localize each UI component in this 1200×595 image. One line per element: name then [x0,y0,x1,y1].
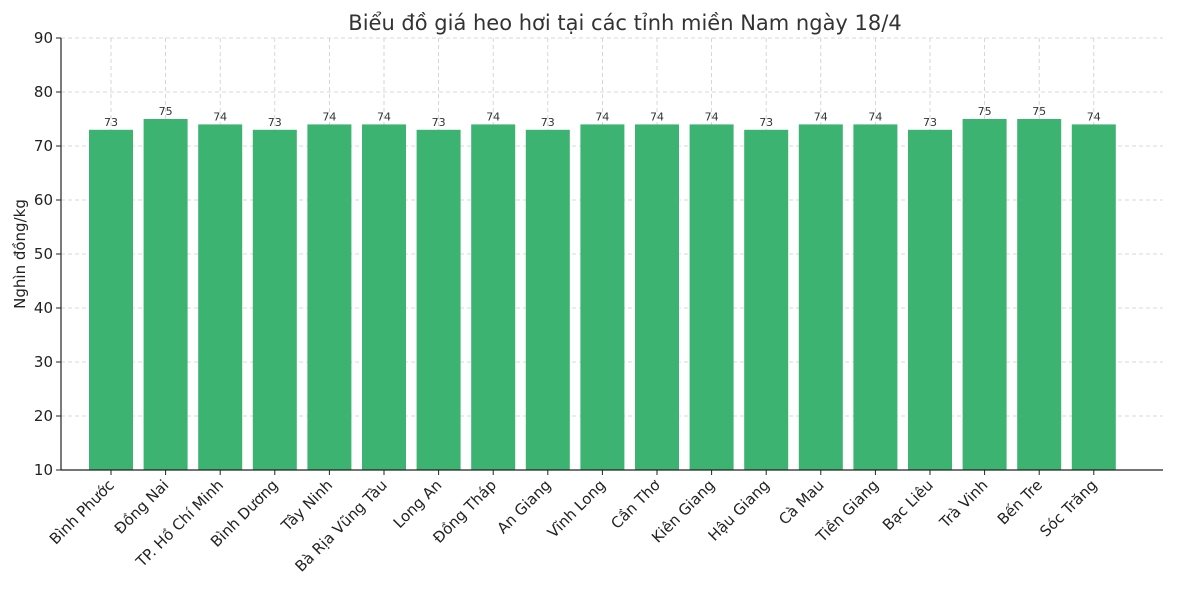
data-label: 74 [486,110,500,123]
data-label: 74 [322,110,336,123]
x-tick-label: Sóc Trăng [1036,476,1100,540]
bar [198,124,243,471]
data-label: 73 [541,116,555,129]
data-label: 75 [159,105,173,118]
data-label: 75 [978,105,992,118]
data-label: 74 [868,110,882,123]
bar [908,129,952,471]
bar [689,124,734,471]
x-tick-label: Bà Rịa Vũng Tàu [291,476,390,575]
data-label: 74 [213,110,227,123]
x-tick-label: Long An [390,476,446,532]
x-tick-label: Bình Phước [46,476,118,548]
data-label: 74 [377,110,391,123]
y-tick-label: 40 [34,299,53,317]
bar [744,129,789,471]
data-label: 73 [104,116,118,129]
bar [1017,119,1062,470]
bar [853,124,898,471]
bar [798,124,843,471]
data-label: 73 [432,116,446,129]
bars [89,119,1116,471]
x-tick-label: Bạc Liêu [879,476,937,534]
data-label: 73 [759,116,773,129]
y-tick-label: 30 [34,353,53,371]
y-tick-label: 80 [34,83,53,101]
y-tick-label: 60 [34,191,53,209]
y-tick-label: 70 [34,137,53,155]
bar [580,124,625,471]
bar [525,129,570,471]
bar [307,124,352,471]
data-label: 74 [650,110,664,123]
x-tick-label: Vĩnh Long [544,476,609,541]
data-label: 74 [595,110,609,123]
bar [471,124,516,471]
bar [962,119,1007,470]
y-axis-label: Nghìn đồng/kg [11,199,29,309]
x-tick-label: Cà Mau [775,476,827,528]
bar [416,129,461,471]
bar [362,124,406,471]
data-label: 74 [705,110,719,123]
y-ticks: 10 20 30 40 50 60 70 80 90 [34,29,61,479]
data-label: 74 [1087,110,1101,123]
data-label: 73 [268,116,282,129]
y-tick-label: 20 [34,407,53,425]
bar [143,119,188,470]
y-tick-label: 50 [34,245,53,263]
data-label: 74 [814,110,828,123]
x-tick-label: Bến Tre [994,476,1046,528]
x-tick-label: Cần Thơ [607,476,664,533]
data-label: 73 [923,116,937,129]
data-label: 75 [1032,105,1046,118]
y-tick-label: 10 [34,461,53,479]
y-tick-label: 90 [34,29,53,47]
x-tick-label: Trà Vinh [935,476,991,532]
bar [635,124,679,471]
bar [252,129,297,471]
bar [89,129,133,471]
data-labels: 73 75 74 73 74 74 73 74 73 74 74 74 73 74 74 73 75 75 74 [104,105,1101,129]
chart-title: Biểu đồ giá heo hơi tại các tỉnh miền Na… [348,11,901,35]
bar [1071,124,1116,471]
